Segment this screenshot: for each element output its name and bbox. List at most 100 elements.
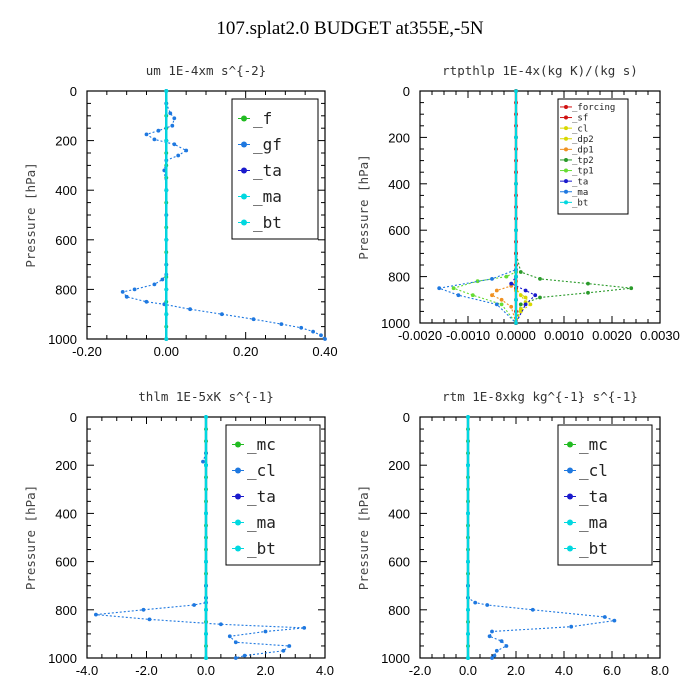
- data-point: [499, 302, 504, 307]
- legend-swatch-marker: [567, 441, 573, 448]
- legend-swatch-marker: [241, 115, 247, 122]
- data-point: [514, 135, 518, 140]
- data-point: [456, 293, 461, 298]
- data-point: [164, 237, 169, 242]
- data-point: [172, 142, 177, 147]
- series-line: [515, 91, 532, 324]
- data-point: [504, 274, 509, 279]
- data-point: [466, 656, 470, 660]
- legend-entry: _ta: [247, 487, 276, 506]
- legend-entry: _ma: [247, 513, 276, 532]
- data-point: [523, 302, 528, 307]
- legend-entry: _cl: [579, 461, 608, 480]
- data-point: [514, 321, 518, 325]
- data-point: [466, 559, 470, 564]
- data-point: [466, 463, 470, 468]
- data-point: [490, 629, 494, 634]
- data-point: [176, 153, 181, 158]
- legend-entry: _tp2: [572, 156, 594, 166]
- y-axis-label: Pressure [hPa]: [23, 162, 38, 267]
- legend-entry: _cl: [247, 461, 276, 480]
- series-line: [491, 91, 517, 324]
- data-point: [437, 286, 442, 291]
- y-tick-label: 400: [55, 506, 77, 521]
- legend-entry: _mc: [579, 435, 608, 454]
- x-tick-label: -0.0020: [398, 328, 442, 343]
- data-point: [188, 307, 193, 312]
- data-point: [509, 304, 514, 309]
- data-point: [299, 325, 304, 330]
- legend-entry: _sf: [572, 114, 588, 124]
- data-point: [302, 626, 307, 630]
- x-tick-label: 0.0: [459, 663, 477, 678]
- legend-swatch-marker: [564, 168, 568, 173]
- data-point: [168, 111, 173, 116]
- legend: _mc _cl _ta _ma _bt: [225, 424, 321, 566]
- data-point: [485, 603, 490, 607]
- legend-entry: _bt: [572, 199, 588, 209]
- data-point: [586, 281, 590, 286]
- legend-swatch-marker: [235, 519, 241, 526]
- series-dp1: [490, 89, 518, 325]
- data-point: [528, 302, 533, 307]
- data-point: [538, 295, 542, 300]
- y-tick-label: 400: [55, 183, 77, 198]
- data-point: [281, 648, 286, 653]
- data-point: [204, 511, 208, 516]
- series-bt: [514, 89, 518, 325]
- legend-entry: _ma: [579, 513, 608, 532]
- x-tick-label: 0.0010: [544, 328, 584, 343]
- chart-panel-4: rtm 1E-8xkg kg^{-1} s^{-1} Pressure [hPa]…: [356, 389, 669, 678]
- legend-box: [231, 98, 319, 240]
- data-point: [164, 188, 169, 193]
- data-point: [533, 293, 538, 298]
- legend-entry: _bt: [247, 539, 276, 558]
- legend-swatch-marker: [241, 167, 247, 174]
- data-point: [204, 463, 208, 468]
- legend-box: [557, 98, 629, 215]
- data-point: [192, 603, 197, 607]
- x-tick-label: 0.00: [154, 344, 179, 359]
- y-axis-label: Pressure [hPa]: [356, 485, 371, 590]
- legend-entry: _forcing: [572, 103, 615, 113]
- chart-title: rtm 1E-8xkg kg^{-1} s^{-1}: [442, 389, 638, 404]
- data-point: [494, 302, 499, 307]
- y-tick-label: 600: [55, 555, 77, 570]
- data-point: [514, 89, 518, 93]
- data-point: [147, 617, 152, 622]
- y-tick-label: 400: [388, 177, 410, 192]
- legend-entry: _mc: [247, 435, 276, 454]
- x-tick-label: 0.40: [312, 344, 337, 359]
- data-point: [164, 287, 169, 292]
- chart-title: rtpthlp 1E-4x(kg K)/(kg s): [442, 63, 638, 78]
- data-point: [490, 293, 494, 298]
- data-point: [164, 337, 169, 341]
- y-tick-label: 400: [388, 506, 410, 521]
- series-ta: [509, 89, 538, 325]
- y-axis-label: Pressure [hPa]: [23, 485, 38, 590]
- chart-panel-2: rtpthlp 1E-4x(kg K)/(kg s) Pressure [hPa]…: [356, 63, 680, 343]
- data-point: [602, 615, 607, 619]
- x-tick-label: -0.0010: [446, 328, 490, 343]
- data-point: [233, 640, 238, 645]
- legend-swatch-marker: [241, 193, 247, 200]
- y-tick-label: 200: [55, 134, 77, 149]
- data-point: [201, 459, 205, 464]
- data-point: [164, 89, 169, 93]
- legend-entry: _cl: [572, 124, 588, 134]
- data-point: [514, 274, 518, 279]
- legend-entry: _dp2: [572, 135, 594, 145]
- legend-swatch-marker: [235, 545, 241, 552]
- data-point: [204, 559, 208, 564]
- data-point: [170, 123, 175, 128]
- data-point: [233, 656, 238, 660]
- data-point: [287, 644, 292, 648]
- data-point: [184, 148, 189, 153]
- data-point: [451, 286, 456, 291]
- y-tick-label: 0: [403, 410, 410, 425]
- data-point: [499, 639, 504, 643]
- y-tick-label: 0: [403, 84, 410, 99]
- data-point: [124, 294, 129, 299]
- data-point: [323, 337, 327, 341]
